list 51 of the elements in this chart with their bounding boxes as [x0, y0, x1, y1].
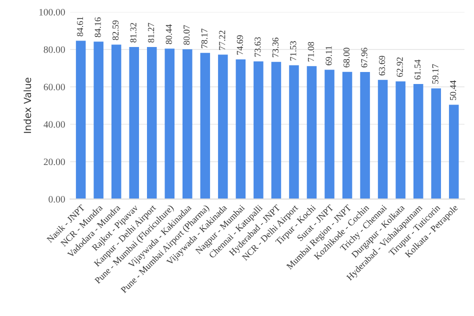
data-label: 84.61 — [76, 16, 84, 36]
bar — [146, 47, 157, 200]
bar — [448, 104, 459, 200]
bar — [289, 65, 299, 200]
bar — [94, 42, 104, 200]
bar — [200, 52, 210, 200]
bar — [111, 44, 122, 200]
data-label: 67.96 — [361, 48, 368, 68]
bar — [76, 40, 86, 200]
bar — [378, 80, 388, 200]
bar — [182, 49, 192, 200]
data-label: 74.69 — [236, 35, 243, 55]
bar — [236, 59, 246, 200]
bar — [306, 66, 317, 200]
data-label: 69.11 — [326, 46, 332, 66]
y-tick-label: 80.00 — [44, 46, 65, 53]
data-label: 77.22 — [219, 30, 226, 50]
data-label: 63.69 — [378, 56, 386, 76]
data-label: 81.32 — [130, 22, 136, 42]
y-tick-label: 60.00 — [44, 84, 65, 90]
data-label: 80.07 — [184, 25, 190, 45]
data-label: 71.08 — [308, 42, 314, 62]
bar — [342, 72, 352, 200]
data-label: 59.17 — [432, 64, 438, 84]
data-label: 73.36 — [272, 38, 279, 58]
data-label: 68.00 — [343, 48, 350, 68]
data-label: 78.17 — [201, 28, 208, 48]
y-axis-title: Index Value — [24, 78, 32, 133]
bar — [396, 81, 406, 200]
data-label: 82.59 — [112, 20, 119, 40]
data-label: 61.54 — [414, 60, 421, 80]
bar — [431, 88, 441, 200]
bar — [218, 54, 228, 200]
bar — [324, 70, 334, 200]
bar — [129, 46, 139, 200]
data-label: 84.16 — [94, 17, 101, 38]
y-tick-label: 40.00 — [44, 121, 65, 128]
y-tick-label: 100.00 — [39, 8, 65, 16]
bar — [271, 62, 282, 200]
data-label: 62.92 — [396, 57, 403, 77]
bar — [164, 48, 175, 200]
data-label: 71.53 — [290, 41, 296, 61]
data-label: 80.44 — [166, 24, 172, 44]
data-label: 81.27 — [148, 22, 154, 43]
bar — [413, 84, 424, 200]
bar — [360, 72, 370, 200]
y-tick-label: 0.00 — [48, 196, 65, 203]
data-label: 73.63 — [254, 37, 261, 57]
y-tick-label: 20.00 — [44, 158, 65, 166]
bar — [254, 61, 264, 200]
data-label: 50.44 — [450, 80, 456, 100]
